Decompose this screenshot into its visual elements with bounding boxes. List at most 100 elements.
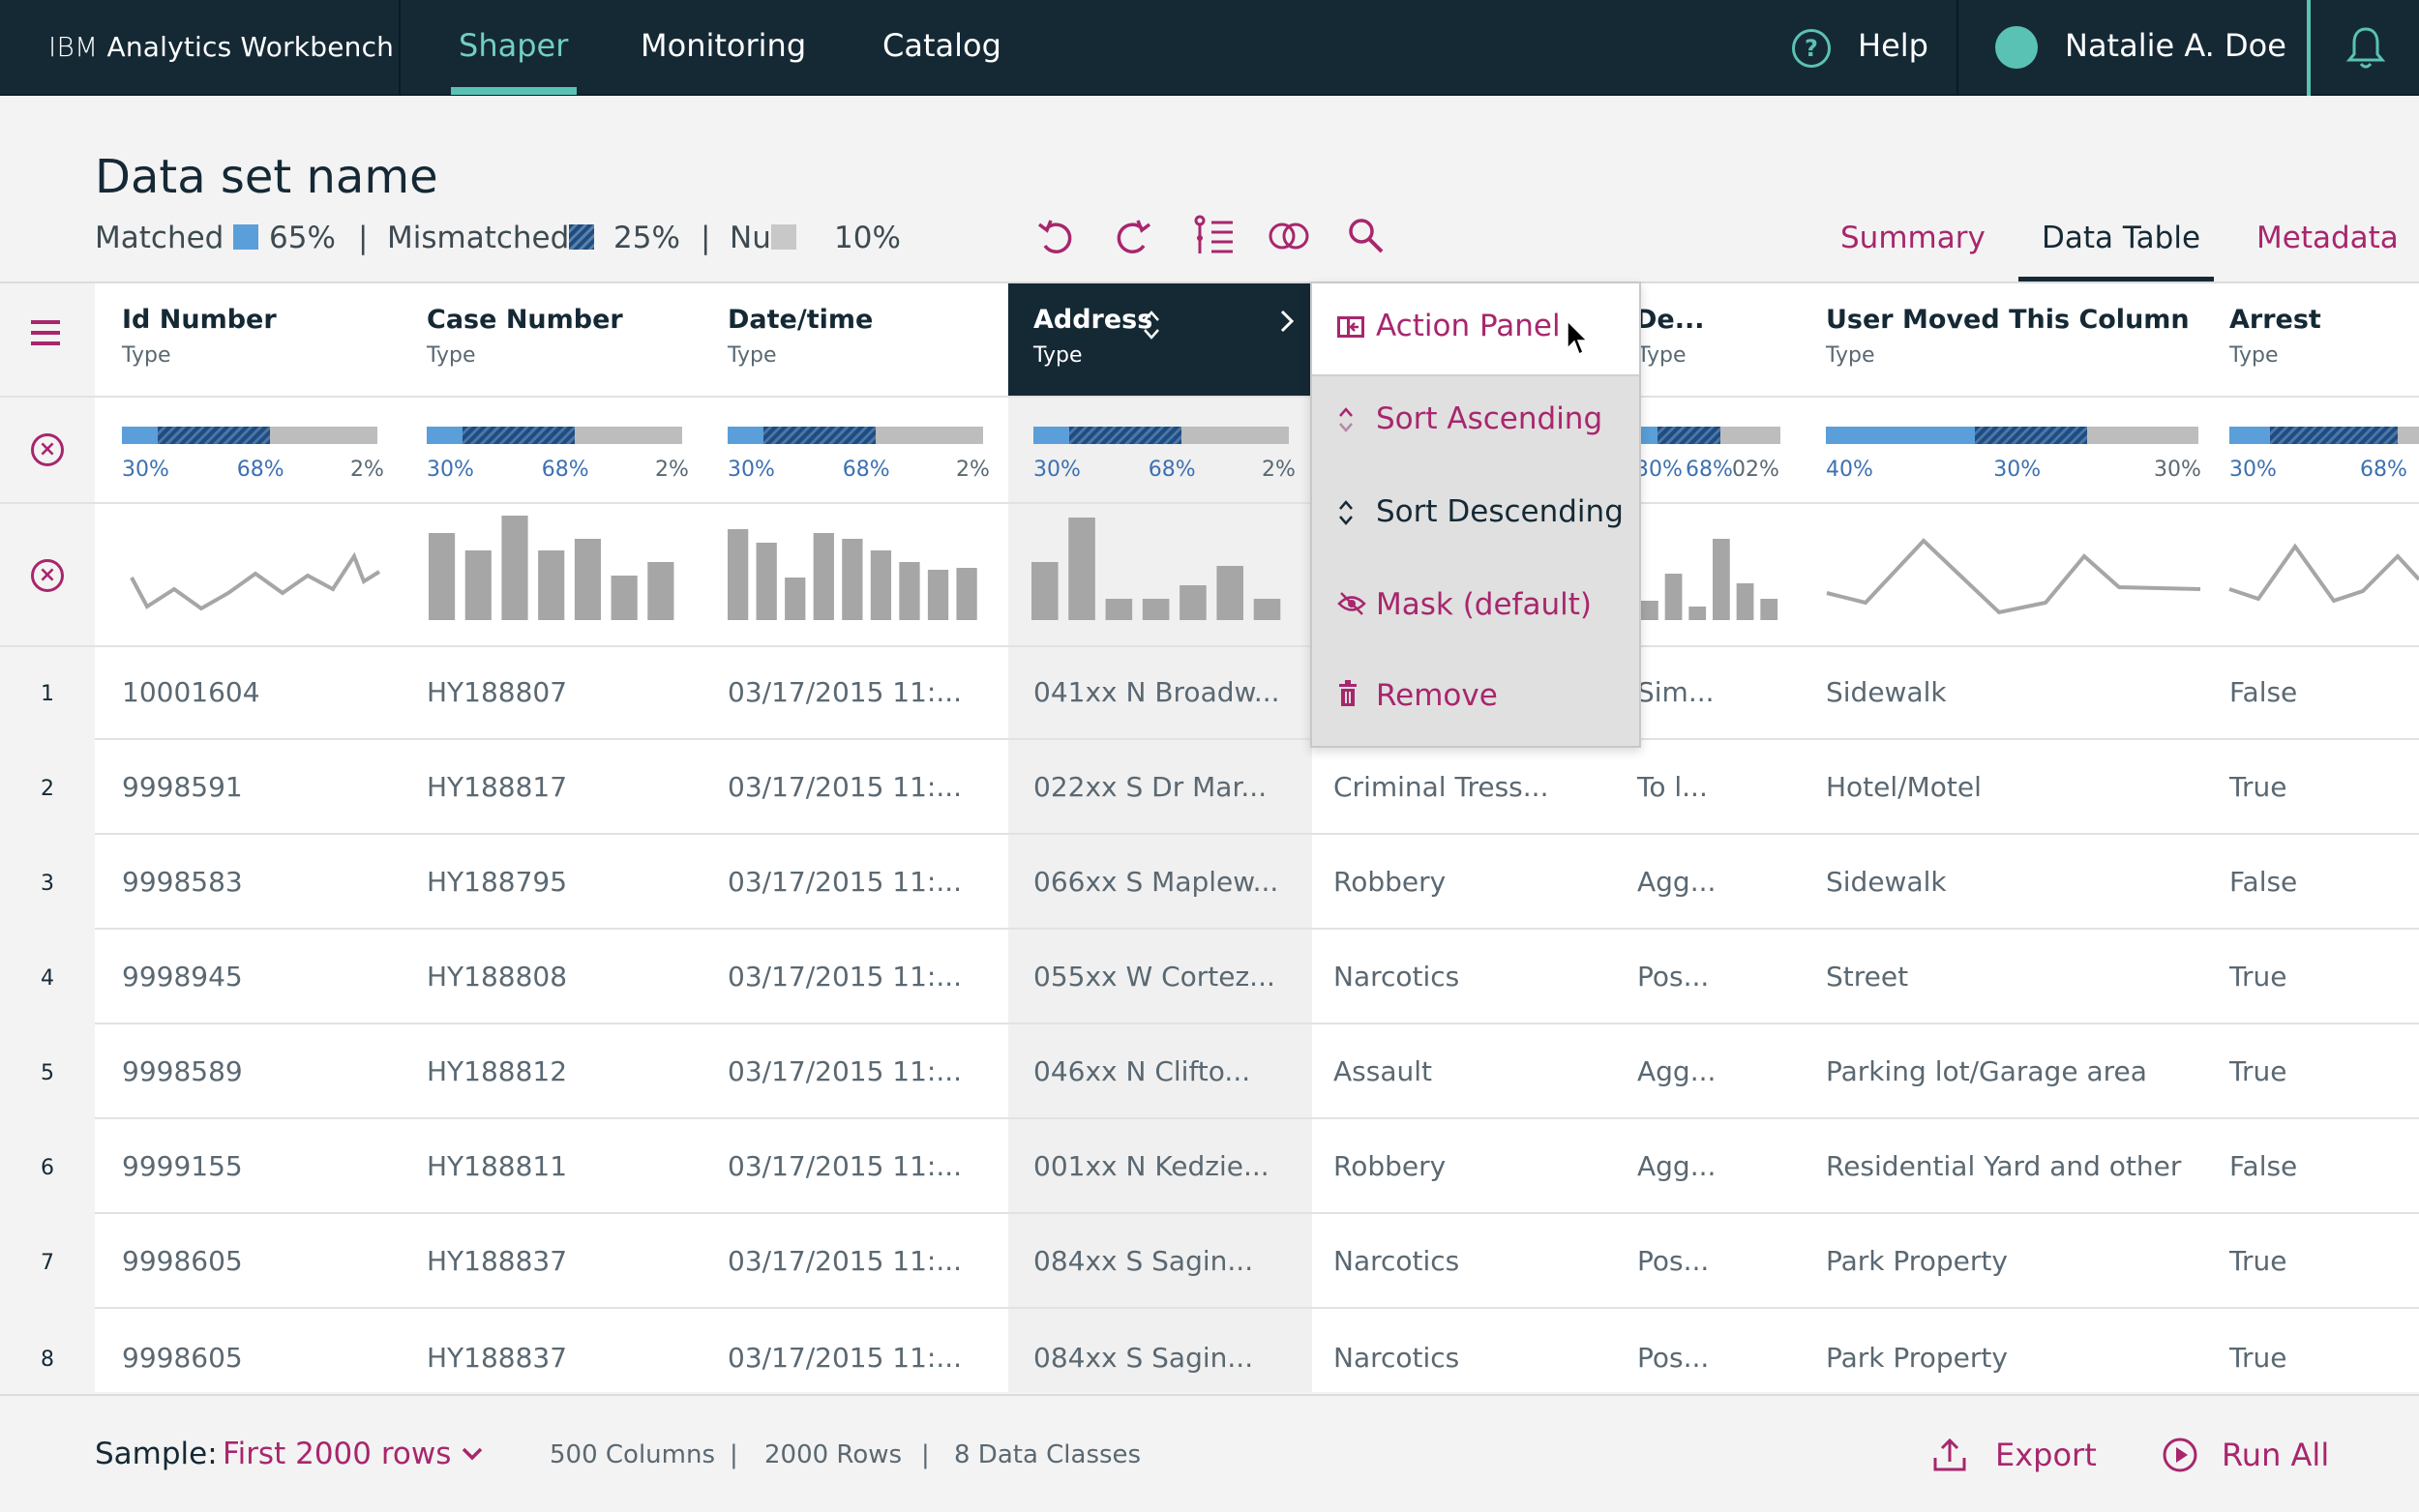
table-cell[interactable]: HY188811 — [427, 1150, 568, 1182]
nav-tab-shaper[interactable]: Shaper — [459, 27, 569, 64]
selected-column-header[interactable] — [1008, 283, 1312, 396]
table-cell[interactable]: 001xx N Kedzie... — [1033, 1150, 1269, 1182]
table-cell[interactable]: Pos... — [1637, 1245, 1710, 1277]
table-cell[interactable]: 9998945 — [122, 961, 243, 993]
table-cell[interactable]: 055xx W Cortez... — [1033, 961, 1275, 993]
tab-metadata[interactable]: Metadata — [2256, 221, 2399, 255]
sample-dropdown[interactable]: First 2000 rows — [223, 1437, 452, 1471]
table-cell[interactable]: 084xx S Sagin... — [1033, 1245, 1254, 1277]
list-tree-icon[interactable] — [1192, 215, 1235, 257]
table-cell[interactable]: Sidewalk — [1826, 866, 1947, 898]
table-cell[interactable]: Pos... — [1637, 961, 1710, 993]
table-cell[interactable]: Sidewalk — [1826, 676, 1947, 708]
run-icon[interactable] — [2162, 1437, 2198, 1473]
menu-item-sort-descending[interactable]: Sort Descending — [1376, 494, 1624, 529]
table-menu-icon[interactable] — [31, 320, 60, 345]
column-header-name[interactable]: Id Number — [122, 305, 277, 335]
menu-item-sort-ascending[interactable]: Sort Ascending — [1376, 401, 1603, 436]
table-cell[interactable]: Assault — [1333, 1055, 1432, 1087]
clear-distribution-icon[interactable]: × — [31, 559, 64, 592]
table-cell[interactable]: 03/17/2015 11:... — [728, 1342, 963, 1374]
menu-item-mask[interactable]: Mask (default) — [1376, 587, 1592, 622]
table-cell[interactable]: Criminal Tress... — [1333, 771, 1549, 803]
table-cell[interactable]: Robbery — [1333, 866, 1447, 898]
table-cell[interactable]: HY188812 — [427, 1055, 568, 1087]
column-header-name[interactable]: De... — [1635, 305, 1705, 335]
table-cell[interactable]: True — [2229, 1342, 2287, 1374]
table-cell[interactable]: Parking lot/Garage area — [1826, 1055, 2147, 1087]
table-cell[interactable]: 03/17/2015 11:... — [728, 866, 963, 898]
table-cell[interactable]: 9999155 — [122, 1150, 243, 1182]
table-cell[interactable]: 9998589 — [122, 1055, 243, 1087]
chevron-down-icon[interactable] — [461, 1446, 484, 1462]
nav-tab-catalog[interactable]: Catalog — [882, 27, 1001, 64]
table-cell[interactable]: Robbery — [1333, 1150, 1447, 1182]
table-cell[interactable]: False — [2229, 866, 2298, 898]
column-header-name[interactable]: Arrest — [2229, 305, 2321, 335]
table-cell[interactable]: True — [2229, 1245, 2287, 1277]
menu-item-remove[interactable]: Remove — [1376, 678, 1498, 713]
table-cell[interactable]: Park Property — [1826, 1342, 2008, 1374]
table-cell[interactable]: Residential Yard and other — [1826, 1150, 2182, 1182]
table-cell[interactable]: HY188837 — [427, 1342, 568, 1374]
table-cell[interactable]: True — [2229, 1055, 2287, 1087]
table-cell[interactable]: Agg... — [1637, 866, 1717, 898]
table-cell[interactable]: 066xx S Maplew... — [1033, 866, 1279, 898]
table-cell[interactable]: 9998591 — [122, 771, 243, 803]
table-cell[interactable]: 022xx S Dr Mar... — [1033, 771, 1268, 803]
export-icon[interactable] — [1931, 1437, 1968, 1473]
table-cell[interactable]: Agg... — [1637, 1150, 1717, 1182]
table-cell[interactable]: Park Property — [1826, 1245, 2008, 1277]
column-header-name[interactable]: User Moved This Column — [1826, 305, 2190, 335]
table-cell[interactable]: To l... — [1637, 771, 1708, 803]
export-button[interactable]: Export — [1995, 1437, 2097, 1473]
table-cell[interactable]: 03/17/2015 11:... — [728, 1150, 963, 1182]
table-cell[interactable]: 03/17/2015 11:... — [728, 1245, 963, 1277]
notification-bell-icon[interactable] — [2345, 25, 2386, 70]
table-cell[interactable]: True — [2229, 961, 2287, 993]
tab-data-table[interactable]: Data Table — [2042, 221, 2201, 255]
tab-summary[interactable]: Summary — [1840, 221, 1986, 255]
search-icon[interactable] — [1345, 215, 1388, 257]
table-cell[interactable]: HY188808 — [427, 961, 568, 993]
table-cell[interactable]: Agg... — [1637, 1055, 1717, 1087]
table-cell[interactable]: HY188795 — [427, 866, 568, 898]
sort-icon[interactable] — [1142, 309, 1161, 341]
table-cell[interactable]: 9998605 — [122, 1342, 243, 1374]
run-all-button[interactable]: Run All — [2222, 1437, 2330, 1473]
table-cell[interactable]: 9998583 — [122, 866, 243, 898]
user-name[interactable]: Natalie A. Doe — [2065, 27, 2286, 64]
table-cell[interactable]: True — [2229, 771, 2287, 803]
chevron-right-icon[interactable] — [1279, 309, 1295, 334]
redo-icon[interactable] — [1111, 215, 1153, 257]
brand-logo[interactable]: IBM Analytics Workbench — [48, 31, 395, 63]
column-header-name[interactable]: Date/time — [728, 305, 874, 335]
nav-tab-monitoring[interactable]: Monitoring — [641, 27, 807, 64]
help-icon[interactable]: ? — [1792, 29, 1831, 68]
table-cell[interactable]: Narcotics — [1333, 1342, 1460, 1374]
table-cell[interactable]: 03/17/2015 11:... — [728, 676, 963, 708]
table-cell[interactable]: HY188837 — [427, 1245, 568, 1277]
table-cell[interactable]: 03/17/2015 11:... — [728, 961, 963, 993]
column-header-name[interactable]: Address — [1033, 305, 1153, 335]
column-header-name[interactable]: Case Number — [427, 305, 623, 335]
table-cell[interactable]: False — [2229, 676, 2298, 708]
table-cell[interactable]: Pos... — [1637, 1342, 1710, 1374]
table-cell[interactable]: 084xx S Sagin... — [1033, 1342, 1254, 1374]
table-cell[interactable]: 046xx N Clifto... — [1033, 1055, 1251, 1087]
table-cell[interactable]: HY188807 — [427, 676, 568, 708]
avatar[interactable] — [1995, 26, 2038, 69]
help-link[interactable]: Help — [1858, 27, 1928, 64]
menu-item-action-panel[interactable]: Action Panel — [1376, 309, 1561, 343]
table-cell[interactable]: Narcotics — [1333, 1245, 1460, 1277]
table-cell[interactable]: Hotel/Motel — [1826, 771, 1982, 803]
table-cell[interactable]: 9998605 — [122, 1245, 243, 1277]
table-cell[interactable]: Street — [1826, 961, 1909, 993]
table-cell[interactable]: 03/17/2015 11:... — [728, 771, 963, 803]
clear-quality-icon[interactable]: × — [31, 433, 64, 466]
join-icon[interactable] — [1268, 215, 1310, 257]
table-cell[interactable]: HY188817 — [427, 771, 568, 803]
table-cell[interactable]: 10001604 — [122, 676, 260, 708]
table-cell[interactable]: False — [2229, 1150, 2298, 1182]
table-cell[interactable]: 03/17/2015 11:... — [728, 1055, 963, 1087]
